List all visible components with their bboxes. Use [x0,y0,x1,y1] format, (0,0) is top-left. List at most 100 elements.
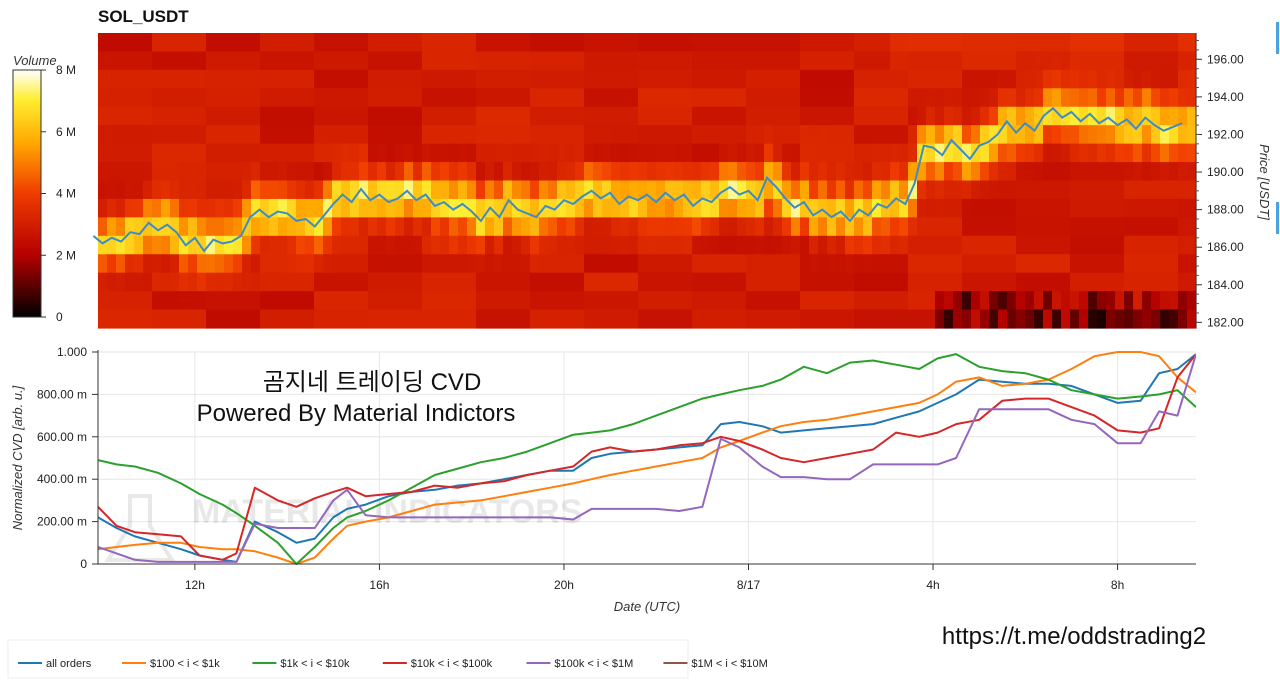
heatmap-cell [125,69,135,89]
heatmap-cell [683,88,693,108]
heatmap-cell [539,69,549,89]
heatmap-cell [521,106,531,126]
heatmap-cell [953,309,963,329]
heatmap-cell [620,291,630,311]
heatmap-cell [944,125,954,145]
heatmap-cell [845,33,855,53]
heatmap-cell [755,51,765,71]
heatmap-cell [755,235,765,255]
heatmap-cell [836,33,846,53]
heatmap-cell [1016,33,1026,53]
heatmap-cell [269,198,279,218]
heatmap-cell [125,254,135,274]
heatmap-cell [773,106,783,126]
heatmap-cell [818,272,828,292]
heatmap-cell [206,291,216,311]
heatmap-cell [260,51,270,71]
heatmap-cell [998,198,1008,218]
heatmap-cell [251,309,261,329]
heatmap-cell [746,125,756,145]
heatmap-cell [179,309,189,329]
heatmap-cell [782,309,792,329]
heatmap-cell [971,33,981,53]
heatmap-cell [224,254,234,274]
heatmap-cell [557,162,567,182]
heatmap-cell [953,88,963,108]
heatmap-cell [377,106,387,126]
heatmap-cell [386,88,396,108]
heatmap-cell [1007,309,1017,329]
heatmap-cell [251,51,261,71]
heatmap-cell [1142,291,1152,311]
heatmap-cell [476,217,486,237]
heatmap-cell [791,33,801,53]
heatmap-cell [125,33,135,53]
heatmap-cell [296,254,306,274]
heatmap-cell [1115,217,1125,237]
heatmap-cell [242,143,252,163]
heatmap-cell [674,309,684,329]
heatmap-cell [305,309,315,329]
heatmap-cell [485,106,495,126]
legend-item[interactable]: $1k < i < $10k [252,658,350,670]
heatmap-cell [629,69,639,89]
heatmap-cell [656,272,666,292]
heatmap-cell [818,162,828,182]
heatmap-cell [98,106,108,126]
heatmap-cell [1106,235,1116,255]
heatmap-cell [431,272,441,292]
heatmap-cell [134,254,144,274]
heatmap-cell [368,125,378,145]
heatmap-cell [935,51,945,71]
heatmap-cell [665,272,675,292]
heatmap-cell [422,235,432,255]
heatmap-cell [1169,291,1179,311]
heatmap-cell [719,69,729,89]
heatmap-cell [1016,162,1026,182]
heatmap-cell [233,162,243,182]
heatmap-cell [755,106,765,126]
heatmap-cell [377,198,387,218]
legend-item[interactable]: $10k < i < $100k [382,658,493,670]
heatmap-cell [773,272,783,292]
heatmap-cell [1016,88,1026,108]
heatmap-cell [521,69,531,89]
heatmap-cell [116,217,126,237]
heatmap-cell [1043,309,1053,329]
legend-item[interactable]: $100 < i < $1k [122,658,220,670]
heatmap-cell [773,143,783,163]
heatmap-cell [494,235,504,255]
heatmap-cell [512,254,522,274]
heatmap-cell [251,291,261,311]
heatmap-cell [1169,143,1179,163]
heatmap-cell [953,254,963,274]
heatmap-cell [521,125,531,145]
heatmap-cell [494,69,504,89]
heatmap-cell [773,33,783,53]
heatmap-cell [800,125,810,145]
heatmap-cell [710,106,720,126]
heatmap-cell [1133,272,1143,292]
heatmap-cell [557,217,567,237]
heatmap-cell [296,235,306,255]
heatmap-cell [305,88,315,108]
heatmap-cell [1043,143,1053,163]
heatmap-cell [980,106,990,126]
heatmap-cell [1070,180,1080,200]
heatmap-cell [773,88,783,108]
heatmap-cell [1070,217,1080,237]
heatmap-cell [926,217,936,237]
legend-item[interactable]: $1M < i < $10M [663,658,768,670]
telegram-link[interactable]: https://t.me/oddstrading2 [942,623,1206,650]
heatmap-cell [764,143,774,163]
colorbar-tick: 2 M [56,248,76,262]
legend-item[interactable]: $100k < i < $1M [526,658,633,670]
heatmap-cell [224,33,234,53]
heatmap-cell [647,180,657,200]
heatmap-cell [638,162,648,182]
heatmap-cell [215,254,225,274]
legend-item[interactable]: all orders [18,658,92,670]
heatmap-cell [782,162,792,182]
heatmap-cell [611,198,621,218]
heatmap-cell [449,162,459,182]
